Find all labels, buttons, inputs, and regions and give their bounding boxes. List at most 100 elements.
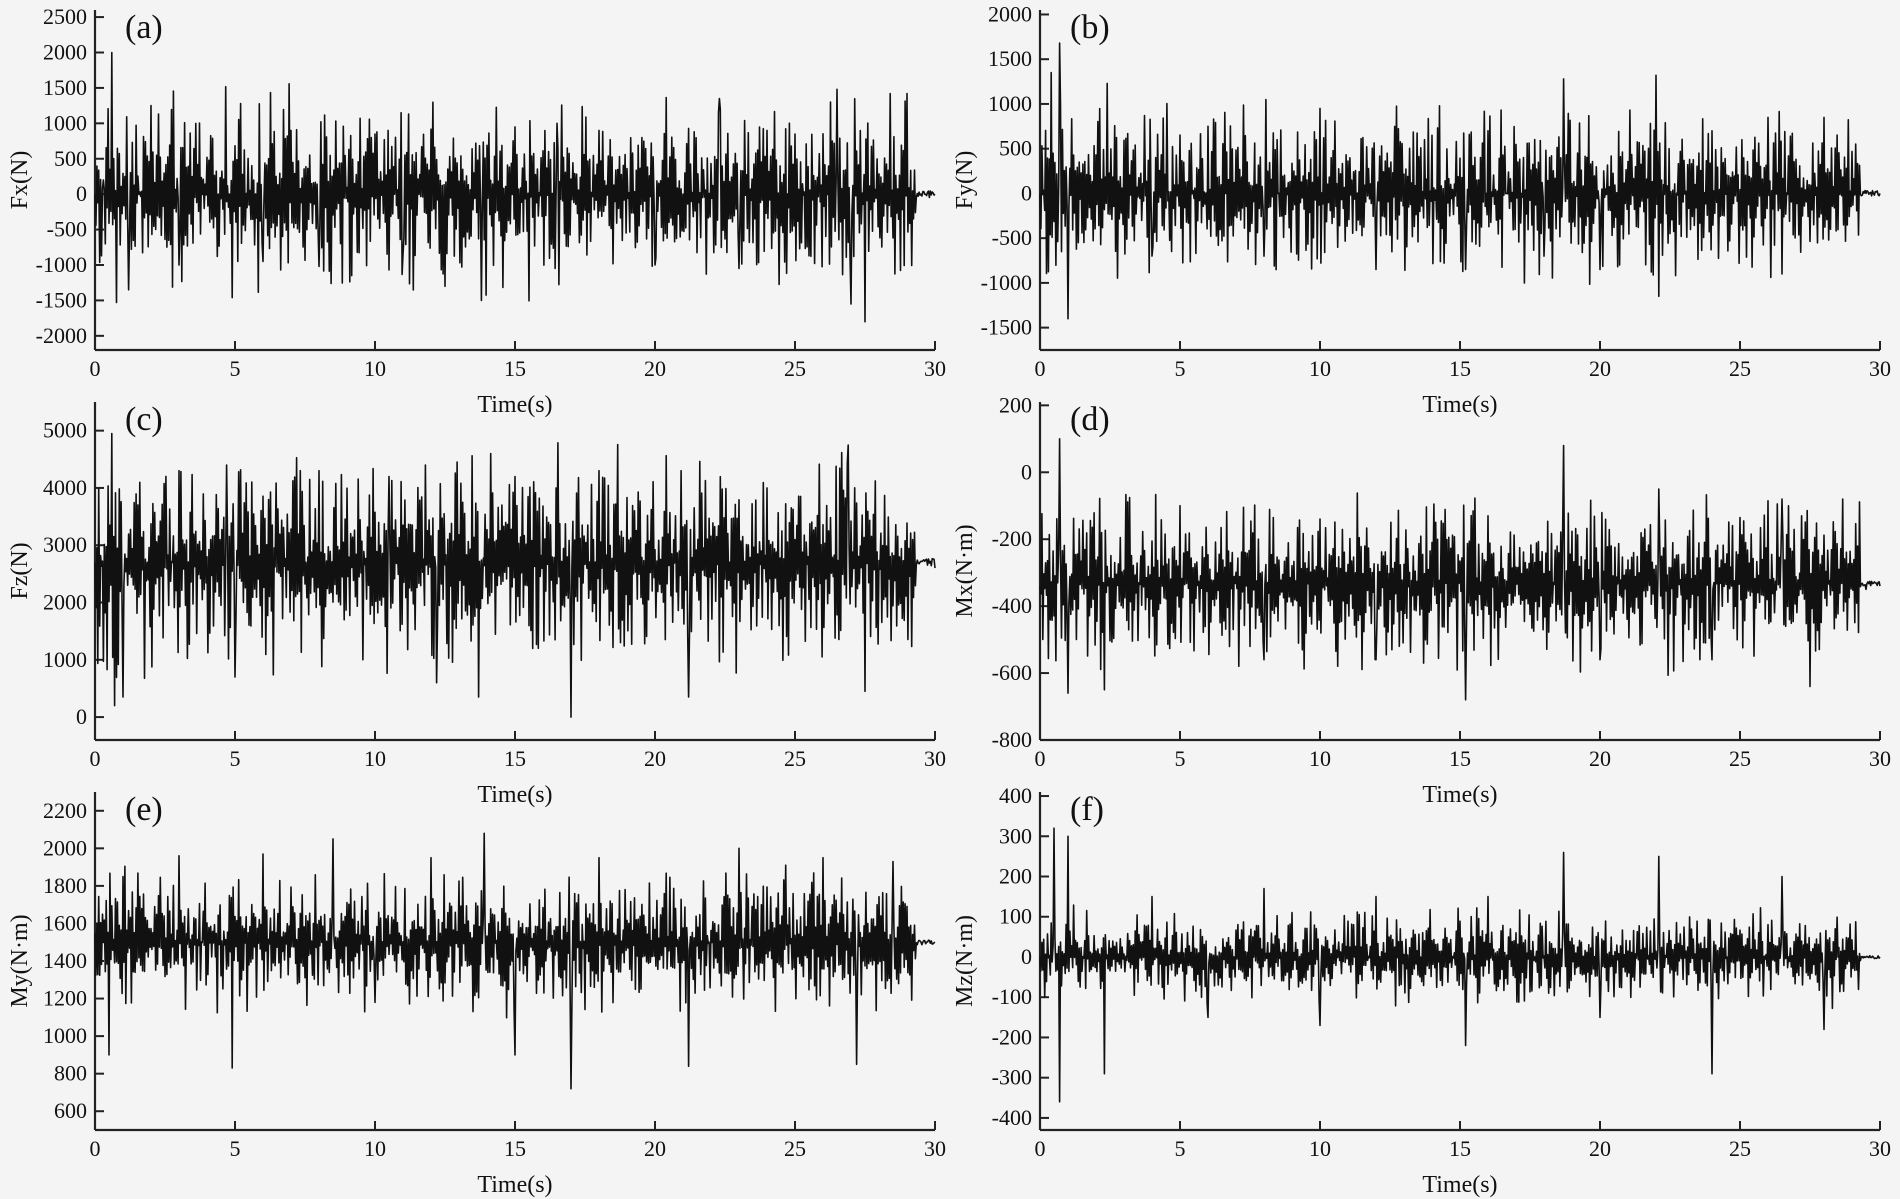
- y-tick-label: -400: [992, 593, 1032, 618]
- panel-label: (b): [1070, 9, 1110, 46]
- x-tick-label: 5: [230, 356, 241, 381]
- x-tick-label: 0: [90, 746, 101, 771]
- panel-label: (c): [125, 401, 163, 438]
- y-tick-label: 200: [999, 392, 1032, 417]
- x-tick-label: 5: [230, 746, 241, 771]
- x-tick-label: 20: [644, 746, 666, 771]
- data-series-line: [1039, 827, 1881, 1103]
- x-tick-label: 10: [1309, 356, 1331, 381]
- y-tick-label: 600: [54, 1098, 87, 1123]
- x-tick-label: 5: [1175, 746, 1186, 771]
- y-tick-label: 200: [999, 864, 1032, 889]
- y-axis-label: Fx(N): [7, 151, 33, 210]
- x-tick-label: 10: [364, 746, 386, 771]
- x-tick-label: 10: [364, 356, 386, 381]
- x-tick-label: 10: [1309, 1136, 1331, 1161]
- y-tick-label: 0: [76, 704, 87, 729]
- y-tick-label: 1500: [988, 46, 1032, 71]
- x-tick-label: 5: [230, 1136, 241, 1161]
- x-tick-label: 15: [1449, 746, 1471, 771]
- x-tick-label: 0: [1035, 356, 1046, 381]
- y-tick-label: 800: [54, 1061, 87, 1086]
- y-tick-label: 2000: [43, 40, 87, 65]
- y-tick-label: 500: [54, 146, 87, 171]
- x-tick-label: 25: [784, 356, 806, 381]
- x-tick-label: 30: [1869, 746, 1891, 771]
- y-tick-label: 1200: [43, 986, 87, 1011]
- y-tick-label: -200: [992, 526, 1032, 551]
- y-tick-label: 3000: [43, 532, 87, 557]
- y-tick-label: -500: [47, 217, 87, 242]
- chart-panel-f: 0 5 10 15 20 25 30 -400 -300 -200 -100 0 100 200 300 40…: [952, 783, 1891, 1198]
- y-axis-label: My(N·m): [7, 914, 33, 1007]
- y-tick-label: 500: [999, 136, 1032, 161]
- y-tick-label: 300: [999, 823, 1032, 848]
- x-tick-label: 25: [784, 746, 806, 771]
- y-tick-label: 0: [76, 181, 87, 206]
- panel-label: (d): [1070, 401, 1110, 438]
- y-tick-label: 2000: [43, 835, 87, 860]
- data-series-line: [94, 432, 936, 718]
- x-tick-label: 25: [1729, 356, 1751, 381]
- panel-label: (f): [1070, 791, 1104, 828]
- y-tick-label: -400: [992, 1105, 1032, 1130]
- y-tick-label: 1800: [43, 873, 87, 898]
- y-tick-label: -1000: [36, 252, 87, 277]
- y-tick-label: 2000: [988, 1, 1032, 26]
- chart-panel-e: 0 5 10 15 20 25 30 600 800 1000 1200 1400 1600 1800 20…: [7, 791, 946, 1198]
- data-series-line: [1039, 42, 1881, 320]
- y-tick-label: 400: [999, 783, 1032, 808]
- data-series-line: [1039, 438, 1881, 701]
- y-tick-label: -500: [992, 225, 1032, 250]
- y-tick-label: -200: [992, 1024, 1032, 1049]
- x-axis-label: Time(s): [477, 782, 552, 808]
- x-axis-label: Time(s): [1422, 782, 1497, 808]
- y-tick-label: 2500: [43, 4, 87, 29]
- chart-panel-b: 0 5 10 15 20 25 30 -1500 -1000 -500 0 500 1000 1500 20…: [952, 1, 1891, 418]
- data-series-line: [94, 832, 936, 1090]
- x-tick-label: 30: [924, 356, 946, 381]
- data-series-line: [94, 51, 936, 323]
- y-tick-label: -100: [992, 984, 1032, 1009]
- y-tick-label: 4000: [43, 475, 87, 500]
- y-tick-label: 1000: [43, 647, 87, 672]
- x-axis-label: Time(s): [1422, 1172, 1497, 1198]
- panel-label: (a): [125, 9, 163, 46]
- x-tick-label: 20: [644, 356, 666, 381]
- x-tick-label: 20: [1589, 746, 1611, 771]
- y-axis-label: Mx(N·m): [952, 524, 978, 617]
- y-tick-label: -300: [992, 1065, 1032, 1090]
- x-tick-label: 0: [1035, 746, 1046, 771]
- x-tick-label: 30: [924, 1136, 946, 1161]
- y-tick-label: -800: [992, 727, 1032, 752]
- x-tick-label: 10: [1309, 746, 1331, 771]
- x-tick-label: 5: [1175, 1136, 1186, 1161]
- x-tick-label: 25: [1729, 1136, 1751, 1161]
- x-tick-label: 15: [504, 746, 526, 771]
- x-tick-label: 25: [784, 1136, 806, 1161]
- x-axis-label: Time(s): [477, 1172, 552, 1198]
- y-tick-label: 1400: [43, 948, 87, 973]
- x-tick-label: 20: [1589, 1136, 1611, 1161]
- chart-panel-a: 0 5 10 15 20 25 30 -2000 -1500 -1000 -500 0 500 1000 1…: [7, 4, 946, 418]
- x-tick-label: 25: [1729, 746, 1751, 771]
- y-tick-label: 1600: [43, 910, 87, 935]
- x-axis-label: Time(s): [1422, 392, 1497, 418]
- x-axis-label: Time(s): [477, 392, 552, 418]
- x-tick-label: 5: [1175, 356, 1186, 381]
- y-tick-label: 1000: [43, 110, 87, 135]
- y-tick-label: -2000: [36, 323, 87, 348]
- x-tick-label: 20: [644, 1136, 666, 1161]
- y-axis-label: Fy(N): [952, 151, 978, 210]
- x-tick-label: 30: [1869, 1136, 1891, 1161]
- y-tick-label: 0: [1021, 180, 1032, 205]
- chart-panel-c: 0 5 10 15 20 25 30 0 1000 2000 3000 4000 5000 Time(s)…: [7, 401, 946, 808]
- x-tick-label: 0: [90, 1136, 101, 1161]
- y-tick-label: -1000: [981, 270, 1032, 295]
- y-tick-label: -1500: [981, 315, 1032, 340]
- x-tick-label: 20: [1589, 356, 1611, 381]
- y-tick-label: 2200: [43, 798, 87, 823]
- x-tick-label: 30: [924, 746, 946, 771]
- x-tick-label: 0: [90, 356, 101, 381]
